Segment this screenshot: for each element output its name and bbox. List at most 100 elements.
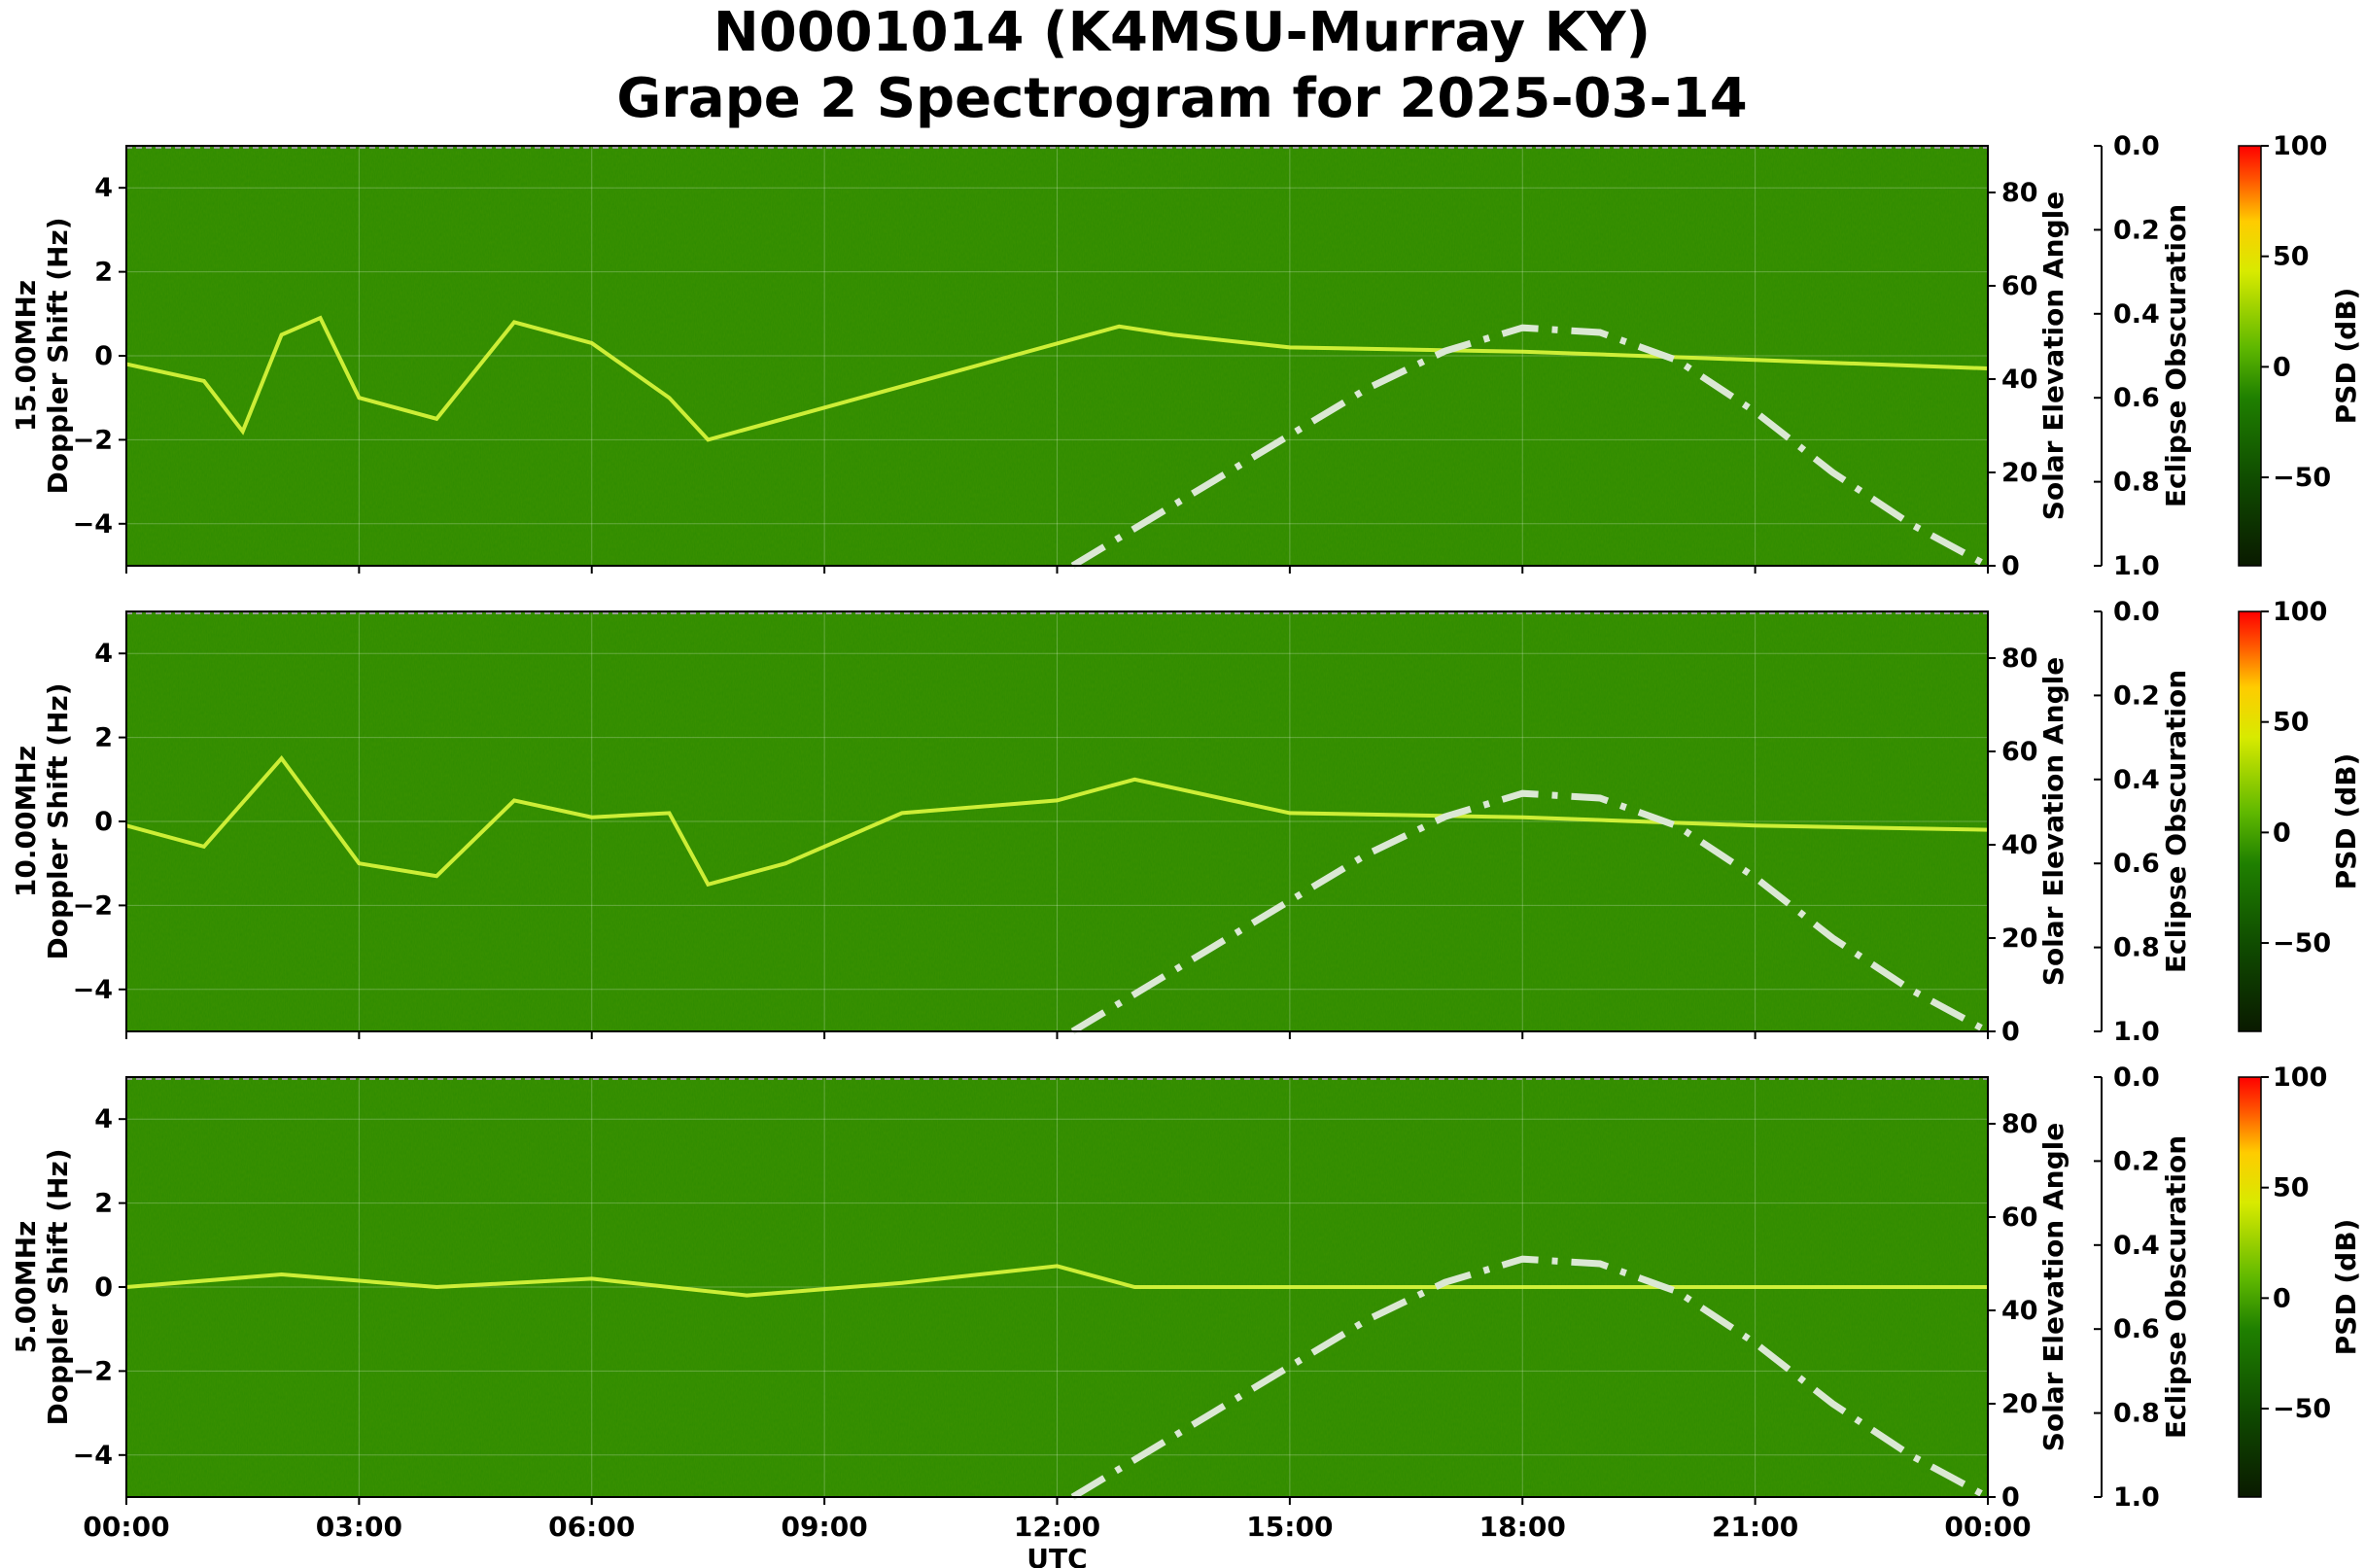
x-tick-label: 18:00 — [1479, 1511, 1566, 1543]
colorbar-tick-label: −50 — [2273, 1394, 2331, 1424]
colorbar-label: PSD (dB) — [2330, 288, 2362, 425]
y-tick-label: 0 — [94, 1272, 113, 1303]
solar-tick-label: 20 — [2001, 923, 2038, 954]
eclipse-tick-label: 0.4 — [2113, 1231, 2160, 1261]
x-tick-label: 00:00 — [1944, 1511, 2031, 1543]
y-tick-label: −4 — [73, 975, 113, 1005]
eclipse-tick-label: 0.6 — [2113, 1314, 2160, 1344]
y-tick-label: −4 — [73, 509, 113, 540]
colorbar-tick-label: 100 — [2273, 1063, 2327, 1093]
figure-title-line2: Grape 2 Spectrogram for 2025-03-14 — [616, 67, 1747, 130]
solar-tick-label: 0 — [2001, 1482, 2020, 1513]
y-axis-label-line: 15.00MHz — [10, 280, 42, 432]
colorbar-tick-label: 100 — [2273, 597, 2327, 627]
eclipse-axis-label: Eclipse Obscuration — [2160, 670, 2192, 973]
y-tick-label: −4 — [73, 1441, 113, 1471]
y-tick-label: −2 — [73, 1356, 113, 1386]
x-tick-label: 03:00 — [316, 1511, 402, 1543]
solar-tick-label: 0 — [2001, 551, 2020, 581]
colorbar-tick-label: 50 — [2273, 708, 2310, 738]
solar-tick-label: 20 — [2001, 1389, 2038, 1419]
solar-axis-label: Solar Elevation Angle — [2037, 1123, 2069, 1451]
y-tick-label: 4 — [94, 1104, 113, 1134]
solar-tick-label: 80 — [2001, 1109, 2038, 1139]
colorbar-tick-label: 50 — [2273, 1173, 2310, 1203]
doppler-trace — [125, 315, 1989, 442]
x-tick-label: 21:00 — [1712, 1511, 1798, 1543]
colorbar-tick-label: 100 — [2273, 131, 2327, 161]
eclipse-tick-label: 0.4 — [2113, 765, 2160, 795]
solar-axis-label: Solar Elevation Angle — [2037, 657, 2069, 986]
colorbar-label: PSD (dB) — [2330, 1219, 2362, 1356]
y-tick-label: −2 — [73, 890, 113, 921]
y-tick-label: 2 — [94, 723, 113, 753]
colorbar-tick-label: 50 — [2273, 242, 2310, 272]
solar-elevation-curve — [1070, 1255, 1990, 1501]
eclipse-tick-label: 0.6 — [2113, 383, 2160, 413]
psd-colorbar — [2238, 610, 2262, 1032]
solar-tick-label: 40 — [2001, 365, 2038, 395]
eclipse-tick-label: 0.8 — [2113, 933, 2160, 963]
eclipse-tick-label: 0.0 — [2113, 597, 2160, 627]
doppler-trace — [125, 1264, 1988, 1298]
x-tick-label: 09:00 — [782, 1511, 868, 1543]
y-tick-label: 2 — [94, 1189, 113, 1219]
psd-colorbar — [2238, 1076, 2262, 1498]
eclipse-tick-label: 0.2 — [2113, 1146, 2160, 1176]
y-axis-label: 10.00MHzDoppler Shift (Hz) — [10, 682, 74, 959]
eclipse-tick-label: 1.0 — [2113, 551, 2160, 581]
solar-tick-label: 40 — [2001, 830, 2038, 860]
eclipse-tick-label: 0.8 — [2113, 1399, 2160, 1429]
y-axis-label: 5.00MHzDoppler Shift (Hz) — [10, 1148, 74, 1425]
y-axis-label-line: Doppler Shift (Hz) — [42, 1148, 74, 1425]
eclipse-tick-label: 0.6 — [2113, 849, 2160, 879]
eclipse-tick-label: 0.2 — [2113, 215, 2160, 245]
y-axis-label-line: 10.00MHz — [10, 746, 42, 897]
eclipse-tick-label: 0.2 — [2113, 680, 2160, 711]
doppler-trace — [125, 755, 1989, 888]
y-tick-label: −2 — [73, 425, 113, 455]
colorbar-label: PSD (dB) — [2330, 753, 2362, 890]
figure-title-line1: N0001014 (K4MSU-Murray KY) — [713, 1, 1651, 64]
colorbar-tick-label: 0 — [2273, 818, 2291, 848]
eclipse-axis-label: Eclipse Obscuration — [2160, 204, 2192, 507]
panel-5-00mhz: 420−2−45.00MHzDoppler Shift (Hz)80604020… — [10, 1063, 2362, 1568]
y-tick-label: 0 — [94, 341, 113, 371]
solar-tick-label: 80 — [2001, 178, 2038, 208]
solar-tick-label: 80 — [2001, 644, 2038, 674]
colorbar-tick-label: 0 — [2273, 352, 2291, 382]
solar-tick-label: 20 — [2001, 458, 2038, 488]
y-tick-label: 0 — [94, 807, 113, 837]
x-tick-label: 06:00 — [548, 1511, 635, 1543]
x-tick-label: 00:00 — [83, 1511, 169, 1543]
panel-15-00mhz: 420−2−415.00MHzDoppler Shift (Hz)8060402… — [10, 131, 2362, 581]
eclipse-tick-label: 0.4 — [2113, 299, 2160, 330]
y-axis-label-line: 5.00MHz — [10, 1221, 42, 1354]
eclipse-axis-label: Eclipse Obscuration — [2160, 1135, 2192, 1439]
eclipse-tick-label: 0.0 — [2113, 1063, 2160, 1093]
x-tick-label: 15:00 — [1246, 1511, 1333, 1543]
solar-elevation-curve — [1070, 789, 1990, 1035]
y-tick-label: 4 — [94, 639, 113, 669]
eclipse-tick-label: 1.0 — [2113, 1482, 2160, 1513]
x-axis-label: UTC — [1026, 1543, 1087, 1568]
solar-tick-label: 60 — [2001, 737, 2038, 767]
colorbar-tick-label: 0 — [2273, 1283, 2291, 1313]
x-tick-label: 12:00 — [1014, 1511, 1100, 1543]
eclipse-tick-label: 1.0 — [2113, 1017, 2160, 1047]
y-tick-label: 4 — [94, 173, 113, 203]
y-axis-label-line: Doppler Shift (Hz) — [42, 682, 74, 959]
solar-axis-label: Solar Elevation Angle — [2037, 192, 2069, 520]
y-axis-label: 15.00MHzDoppler Shift (Hz) — [10, 217, 74, 494]
y-tick-label: 2 — [94, 258, 113, 288]
panel-10-00mhz: 420−2−410.00MHzDoppler Shift (Hz)8060402… — [10, 597, 2362, 1047]
psd-colorbar — [2238, 145, 2262, 567]
eclipse-tick-label: 0.8 — [2113, 468, 2160, 498]
colorbar-tick-label: −50 — [2273, 928, 2331, 958]
colorbar-tick-label: −50 — [2273, 463, 2331, 493]
solar-tick-label: 60 — [2001, 1202, 2038, 1233]
solar-elevation-curve — [1070, 324, 1990, 570]
solar-tick-label: 40 — [2001, 1296, 2038, 1326]
solar-tick-label: 60 — [2001, 271, 2038, 301]
